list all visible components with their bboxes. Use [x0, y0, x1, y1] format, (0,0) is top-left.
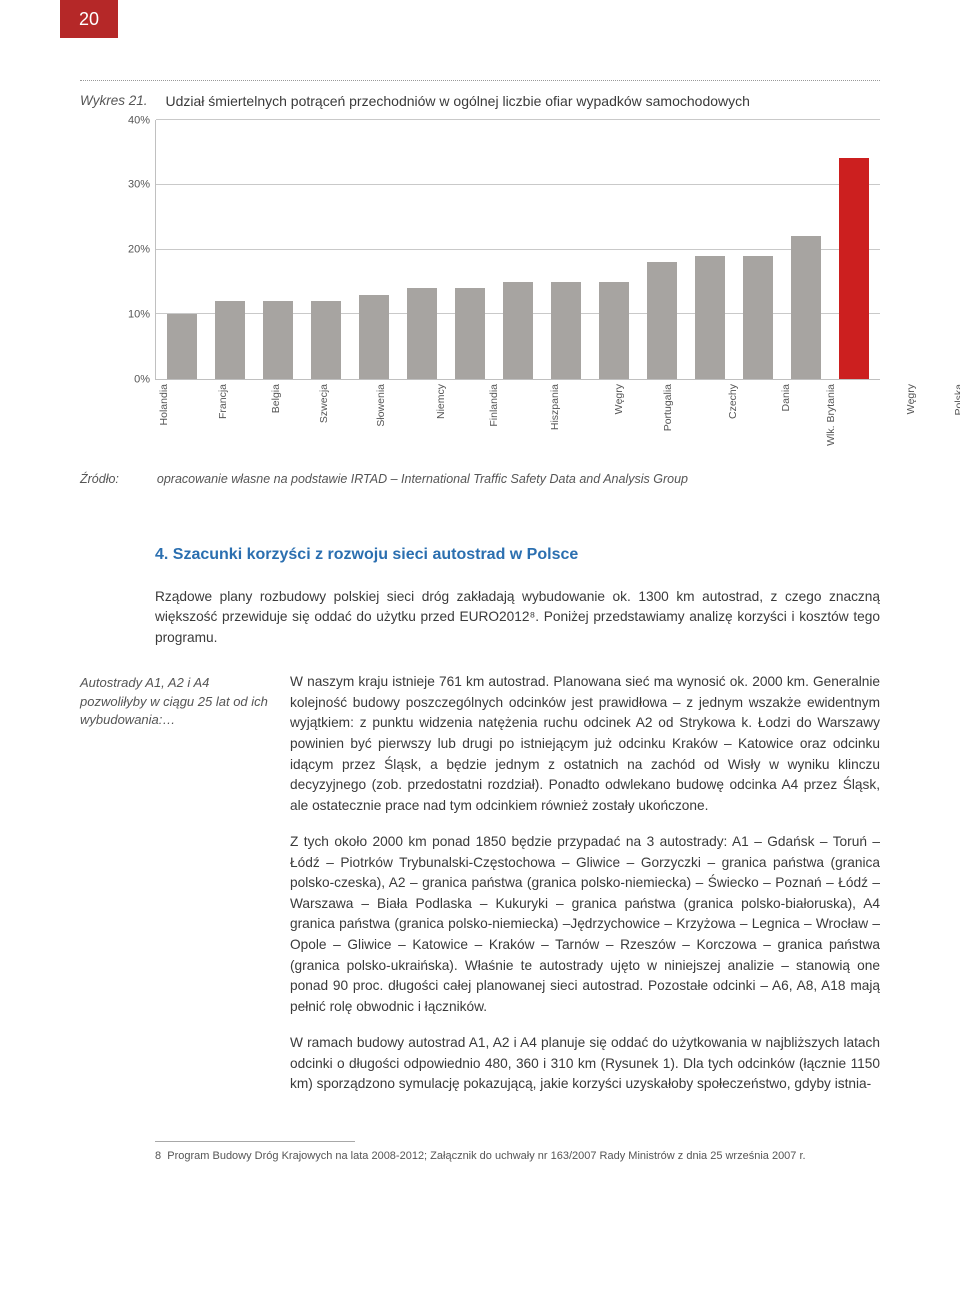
footnote-marker: 8: [155, 1150, 161, 1162]
source-text: opracowanie własne na podstawie IRTAD – …: [157, 470, 688, 489]
source-label: Źródło:: [80, 470, 119, 489]
chart-header: Wykres 21. Udział śmiertelnych potrąceń …: [80, 91, 880, 112]
chart-bar: [503, 282, 533, 380]
body-paragraph-2: W naszym kraju istnieje 761 km autostrad…: [290, 672, 880, 816]
chart-bar: [167, 314, 197, 379]
margin-note-text: Autostrady A1, A2 i A4 pozwoliłyby w cią…: [80, 675, 268, 726]
chart-bar-column: [206, 301, 254, 379]
footnote: 8 Program Budowy Dróg Krajowych na lata …: [155, 1148, 880, 1165]
two-column-block: Autostrady A1, A2 i A4 pozwoliłyby w cią…: [80, 672, 880, 1110]
chart-y-tick: 0%: [114, 371, 150, 388]
margin-note: Autostrady A1, A2 i A4 pozwoliłyby w cią…: [80, 672, 270, 729]
chart-label: Wykres 21.: [80, 91, 148, 111]
chart-bar-column: [446, 288, 494, 379]
chart-bar-column: [782, 236, 830, 379]
chart-bar: [455, 288, 485, 379]
chart-bar: [695, 256, 725, 380]
footnote-rule: [155, 1141, 355, 1142]
chart-bar-column: [350, 295, 398, 380]
chart-bar-column: [494, 282, 542, 380]
chart-x-spacer: [155, 384, 880, 460]
chart-bar-column: [158, 314, 206, 379]
chart-bar-column: [254, 301, 302, 379]
chart-y-tick: 20%: [114, 241, 150, 258]
chart-bar-column: [686, 256, 734, 380]
chart-bar: [791, 236, 821, 379]
chart-bar: [551, 282, 581, 380]
chart-bar: [743, 256, 773, 380]
chart-bar-column: [542, 282, 590, 380]
intro-paragraph: Rządowe plany rozbudowy polskiej sieci d…: [155, 587, 880, 649]
chart-bar-column: [302, 301, 350, 379]
page-content: Wykres 21. Udział śmiertelnych potrąceń …: [0, 0, 960, 1204]
chart-bar: [359, 295, 389, 380]
chart-bar: [407, 288, 437, 379]
body-paragraph-4: W ramach budowy autostrad A1, A2 i A4 pl…: [290, 1033, 880, 1095]
chart-bar-column: [830, 158, 878, 379]
intro-paragraph-block: Rządowe plany rozbudowy polskiej sieci d…: [155, 587, 880, 649]
footnote-text: Program Budowy Dróg Krajowych na lata 20…: [167, 1150, 805, 1162]
chart-bar: [599, 282, 629, 380]
chart-bar: [647, 262, 677, 379]
chart-source: Źródło: opracowanie własne na podstawie …: [80, 470, 880, 489]
chart-bar-column: [398, 288, 446, 379]
chart-y-tick: 10%: [114, 306, 150, 323]
body-paragraph-3: Z tych około 2000 km ponad 1850 będzie p…: [290, 832, 880, 1017]
chart-bar-column: [638, 262, 686, 379]
chart-y-tick: 40%: [114, 112, 150, 129]
chart-y-tick: 30%: [114, 177, 150, 194]
chart-bar-column: [734, 256, 782, 380]
chart-bar: [263, 301, 293, 379]
chart-wrap: 0%10%20%30%40% HolandiaFrancjaBelgiaSzwe…: [80, 120, 880, 460]
dotted-rule: [80, 80, 880, 81]
chart-bar: [311, 301, 341, 379]
section-heading: 4. Szacunki korzyści z rozwoju sieci aut…: [155, 543, 880, 567]
chart-bar: [215, 301, 245, 379]
chart-bars: [156, 120, 880, 379]
chart-title: Udział śmiertelnych potrąceń przechodnió…: [166, 91, 750, 112]
chart-bar-column: [590, 282, 638, 380]
chart-bar: [839, 158, 869, 379]
main-text-column: W naszym kraju istnieje 761 km autostrad…: [290, 672, 880, 1110]
bar-chart: 0%10%20%30%40%: [155, 120, 880, 380]
